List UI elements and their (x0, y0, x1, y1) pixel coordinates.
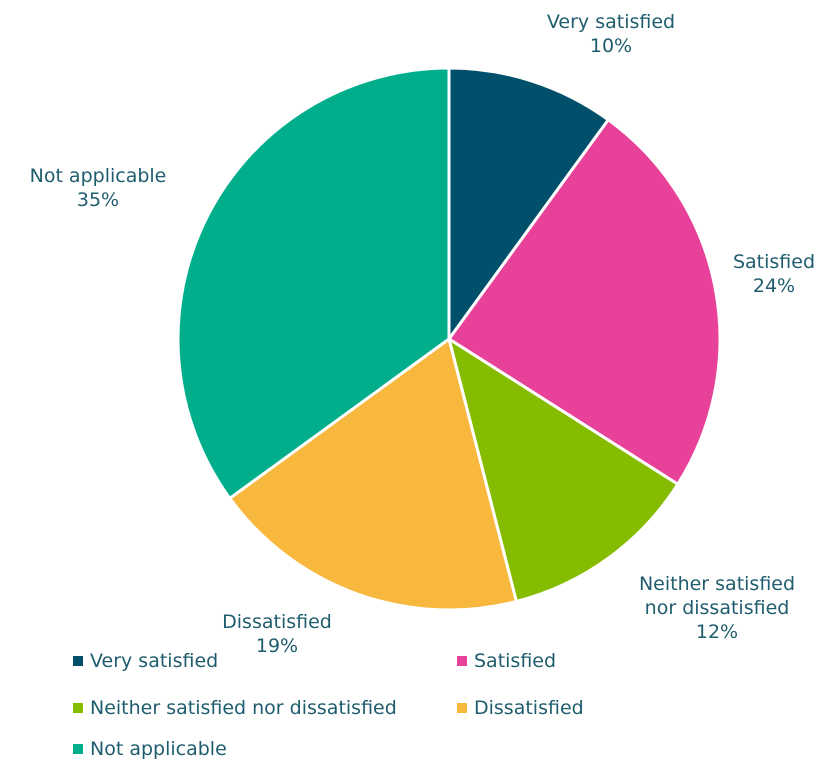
pie-slice-very-satisfied (447, 66, 611, 344)
legend-item-not-applicable[interactable]: Not applicable (73, 738, 227, 760)
data-label-satisfied: Satisfied 24% (733, 251, 815, 297)
legend-label-satisfied: Satisfied (474, 650, 557, 672)
legend-swatch-very-satisfied (73, 656, 83, 666)
legend-item-very-satisfied[interactable]: Very satisfied (73, 650, 218, 672)
legend-item-dissatisfied[interactable]: Dissatisfied (457, 697, 584, 719)
pie-slice-satisfied (446, 117, 722, 487)
legend-item-neither[interactable]: Neither satisfied nor dissatisfied (73, 697, 397, 719)
legend-label-dissatisfied: Dissatisfied (474, 697, 584, 719)
legend-label-neither: Neither satisfied nor dissatisfied (90, 697, 397, 719)
legend-swatch-dissatisfied (457, 703, 467, 713)
data-label-neither-satisfied-nor-dissatisfied: Neither satisfied nor dissatisfied 12% (639, 573, 795, 643)
data-label-very-satisfied: Very satisfied 10% (547, 11, 675, 57)
data-label-dissatisfied: Dissatisfied 19% (222, 611, 332, 657)
legend-swatch-satisfied (457, 656, 467, 666)
pie-slice-not-applicable (176, 66, 451, 501)
data-label-not-applicable: Not applicable 35% (30, 165, 167, 211)
pie-slice-dissatisfied (227, 336, 519, 612)
pie-slice-neither-satisfied-nor-dissatisfied (446, 335, 680, 604)
legend-label-not-applicable: Not applicable (90, 738, 227, 760)
legend-item-satisfied[interactable]: Satisfied (457, 650, 556, 672)
legend-label-very-satisfied: Very satisfied (90, 650, 219, 672)
legend-swatch-neither (73, 703, 83, 713)
legend-swatch-not-applicable (73, 744, 83, 754)
